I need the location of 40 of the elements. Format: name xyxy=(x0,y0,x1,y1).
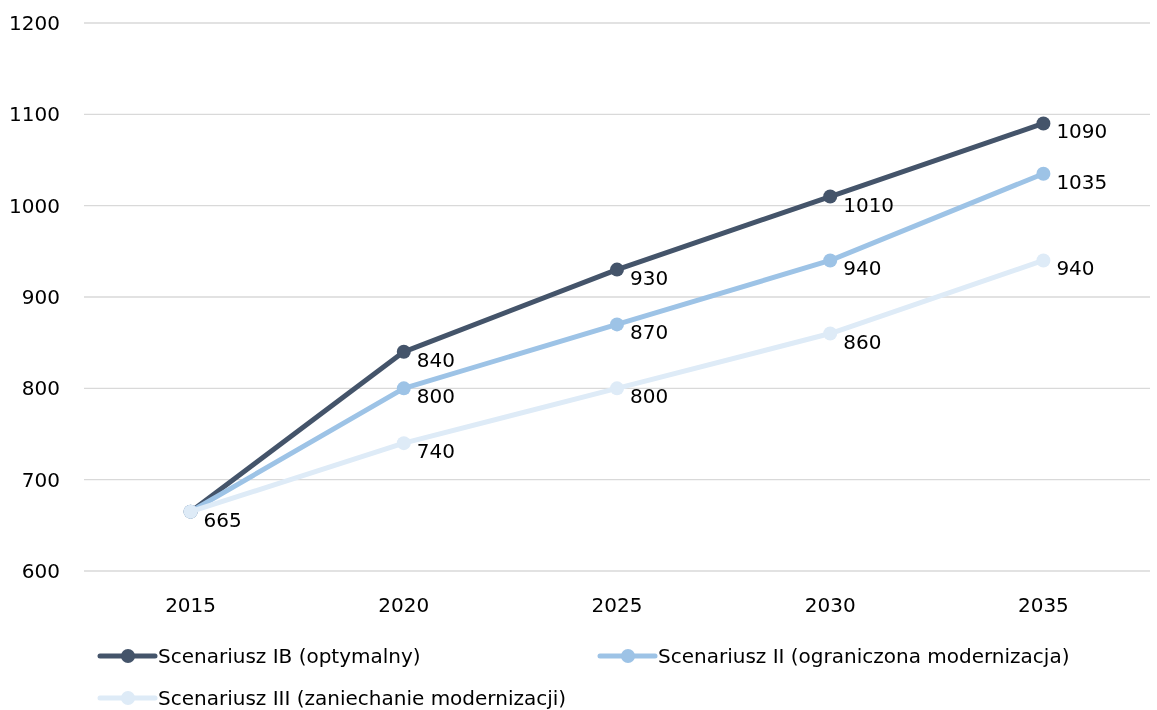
data-label: 860 xyxy=(843,329,882,354)
data-label: 930 xyxy=(630,265,669,290)
data-label: 800 xyxy=(630,384,669,409)
legend-label: Scenariusz IB (optymalny) xyxy=(158,644,421,668)
point xyxy=(396,436,411,451)
y-tick-label: 800 xyxy=(21,376,60,401)
data-label: 940 xyxy=(1056,256,1095,281)
y-tick-label: 1200 xyxy=(9,11,60,35)
point xyxy=(396,344,411,359)
y-tick-label: 1000 xyxy=(9,193,60,218)
point xyxy=(823,326,838,341)
y-tick-label: 600 xyxy=(21,559,60,583)
data-label: 800 xyxy=(416,384,455,409)
x-tick-label: 2025 xyxy=(591,593,643,617)
legend-label: Scenariusz III (zaniechanie modernizacji) xyxy=(158,686,567,710)
point xyxy=(1036,116,1051,131)
x-tick-label: 2015 xyxy=(165,593,217,617)
data-label: 740 xyxy=(416,439,455,464)
point xyxy=(396,381,411,396)
data-label: 665 xyxy=(203,507,242,532)
legend-label: Scenariusz II (ograniczona modernizacja) xyxy=(658,644,1070,668)
x-tick-label: 2030 xyxy=(804,593,856,617)
point xyxy=(610,317,624,332)
data-label: 940 xyxy=(843,256,882,281)
x-tick-label: 2035 xyxy=(1017,593,1069,617)
point xyxy=(610,381,624,396)
point xyxy=(610,262,624,277)
point xyxy=(1036,166,1051,181)
y-tick-label: 700 xyxy=(21,467,60,492)
point xyxy=(823,189,838,204)
y-tick-label: 900 xyxy=(21,285,60,309)
point xyxy=(823,253,838,268)
data-label: 1090 xyxy=(1056,119,1108,144)
data-label: 1035 xyxy=(1056,169,1108,194)
data-label: 840 xyxy=(416,347,455,372)
x-tick-label: 2020 xyxy=(378,593,430,617)
data-label: 870 xyxy=(630,320,669,345)
data-label: 1010 xyxy=(843,192,895,217)
point xyxy=(1036,253,1051,268)
y-tick-label: 1100 xyxy=(9,102,60,127)
